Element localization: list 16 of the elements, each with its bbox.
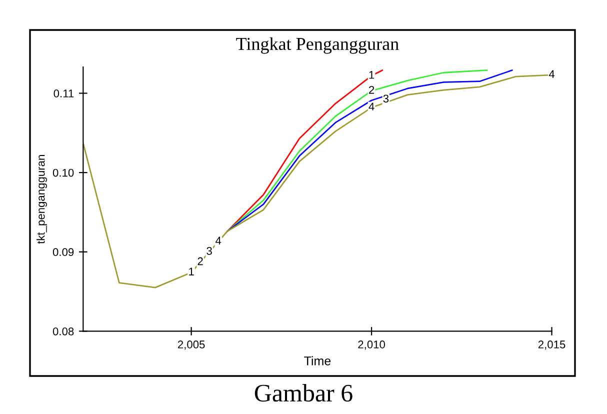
- x-tick-label: 2,005: [178, 340, 205, 350]
- chart-title: Tingkat Pengangguran: [236, 37, 399, 54]
- y-tick-label: 0.08: [52, 327, 74, 336]
- y-tick-label: 0.09: [52, 248, 74, 256]
- x-tick-label: 2,010: [358, 340, 385, 350]
- annotation: 3: [206, 246, 212, 255]
- y-tick-label: 0.11: [54, 90, 74, 98]
- y-axis-title: tkt_pengangguran: [36, 155, 47, 244]
- annotation: 2: [198, 257, 203, 266]
- annotation: 4: [216, 236, 222, 244]
- x-tick-label: 2,015: [538, 340, 566, 350]
- annotation: 4: [548, 70, 555, 78]
- annotation: 3: [383, 94, 389, 103]
- x-axis-title: Time: [304, 356, 331, 366]
- text: Gambar 6: [254, 384, 352, 402]
- y-tick-label: 0.10: [52, 168, 74, 177]
